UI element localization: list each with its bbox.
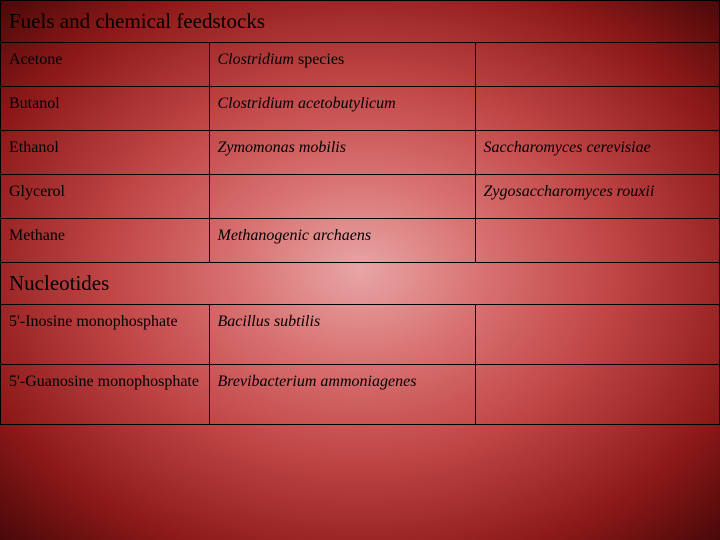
organism-cell-2: [475, 87, 719, 131]
organism-cell: Methanogenic archaens: [209, 219, 475, 263]
fuels-header: Fuels and chemical feedstocks: [1, 1, 720, 43]
species-name: Clostridium: [218, 51, 294, 68]
data-table: Fuels and chemical feedstocks Acetone Cl…: [0, 0, 720, 425]
organism-cell-2: Zygosaccharomyces rouxii: [475, 175, 719, 219]
organism-cell: Brevibacterium ammoniagenes: [209, 365, 475, 425]
organism-cell: Zymomonas mobilis: [209, 131, 475, 175]
compound-cell: Acetone: [1, 43, 210, 87]
section-header-row: Fuels and chemical feedstocks: [1, 1, 720, 43]
organism-cell: [209, 175, 475, 219]
table-row: Glycerol Zygosaccharomyces rouxii: [1, 175, 720, 219]
table-row: Acetone Clostridium species: [1, 43, 720, 87]
organism-cell: Clostridium species: [209, 43, 475, 87]
section-header-row: Nucleotides: [1, 263, 720, 305]
species-suffix: species: [294, 51, 344, 68]
organism-cell: Clostridium acetobutylicum: [209, 87, 475, 131]
table-row: 5'-Inosine monophosphate Bacillus subtil…: [1, 305, 720, 365]
organism-cell-2: [475, 219, 719, 263]
table-row: 5'-Guanosine monophosphate Brevibacteriu…: [1, 365, 720, 425]
compound-cell: 5'-Guanosine monophosphate: [1, 365, 210, 425]
table-row: Butanol Clostridium acetobutylicum: [1, 87, 720, 131]
organism-cell-2: Saccharomyces cerevisiae: [475, 131, 719, 175]
compound-cell: Methane: [1, 219, 210, 263]
compound-cell: Glycerol: [1, 175, 210, 219]
compound-cell: Ethanol: [1, 131, 210, 175]
compound-cell: 5'-Inosine monophosphate: [1, 305, 210, 365]
organism-cell-2: [475, 305, 719, 365]
nucleotides-header: Nucleotides: [1, 263, 720, 305]
table-row: Ethanol Zymomonas mobilis Saccharomyces …: [1, 131, 720, 175]
organism-cell-2: [475, 365, 719, 425]
table-row: Methane Methanogenic archaens: [1, 219, 720, 263]
organism-cell: Bacillus subtilis: [209, 305, 475, 365]
compound-cell: Butanol: [1, 87, 210, 131]
organism-cell-2: [475, 43, 719, 87]
